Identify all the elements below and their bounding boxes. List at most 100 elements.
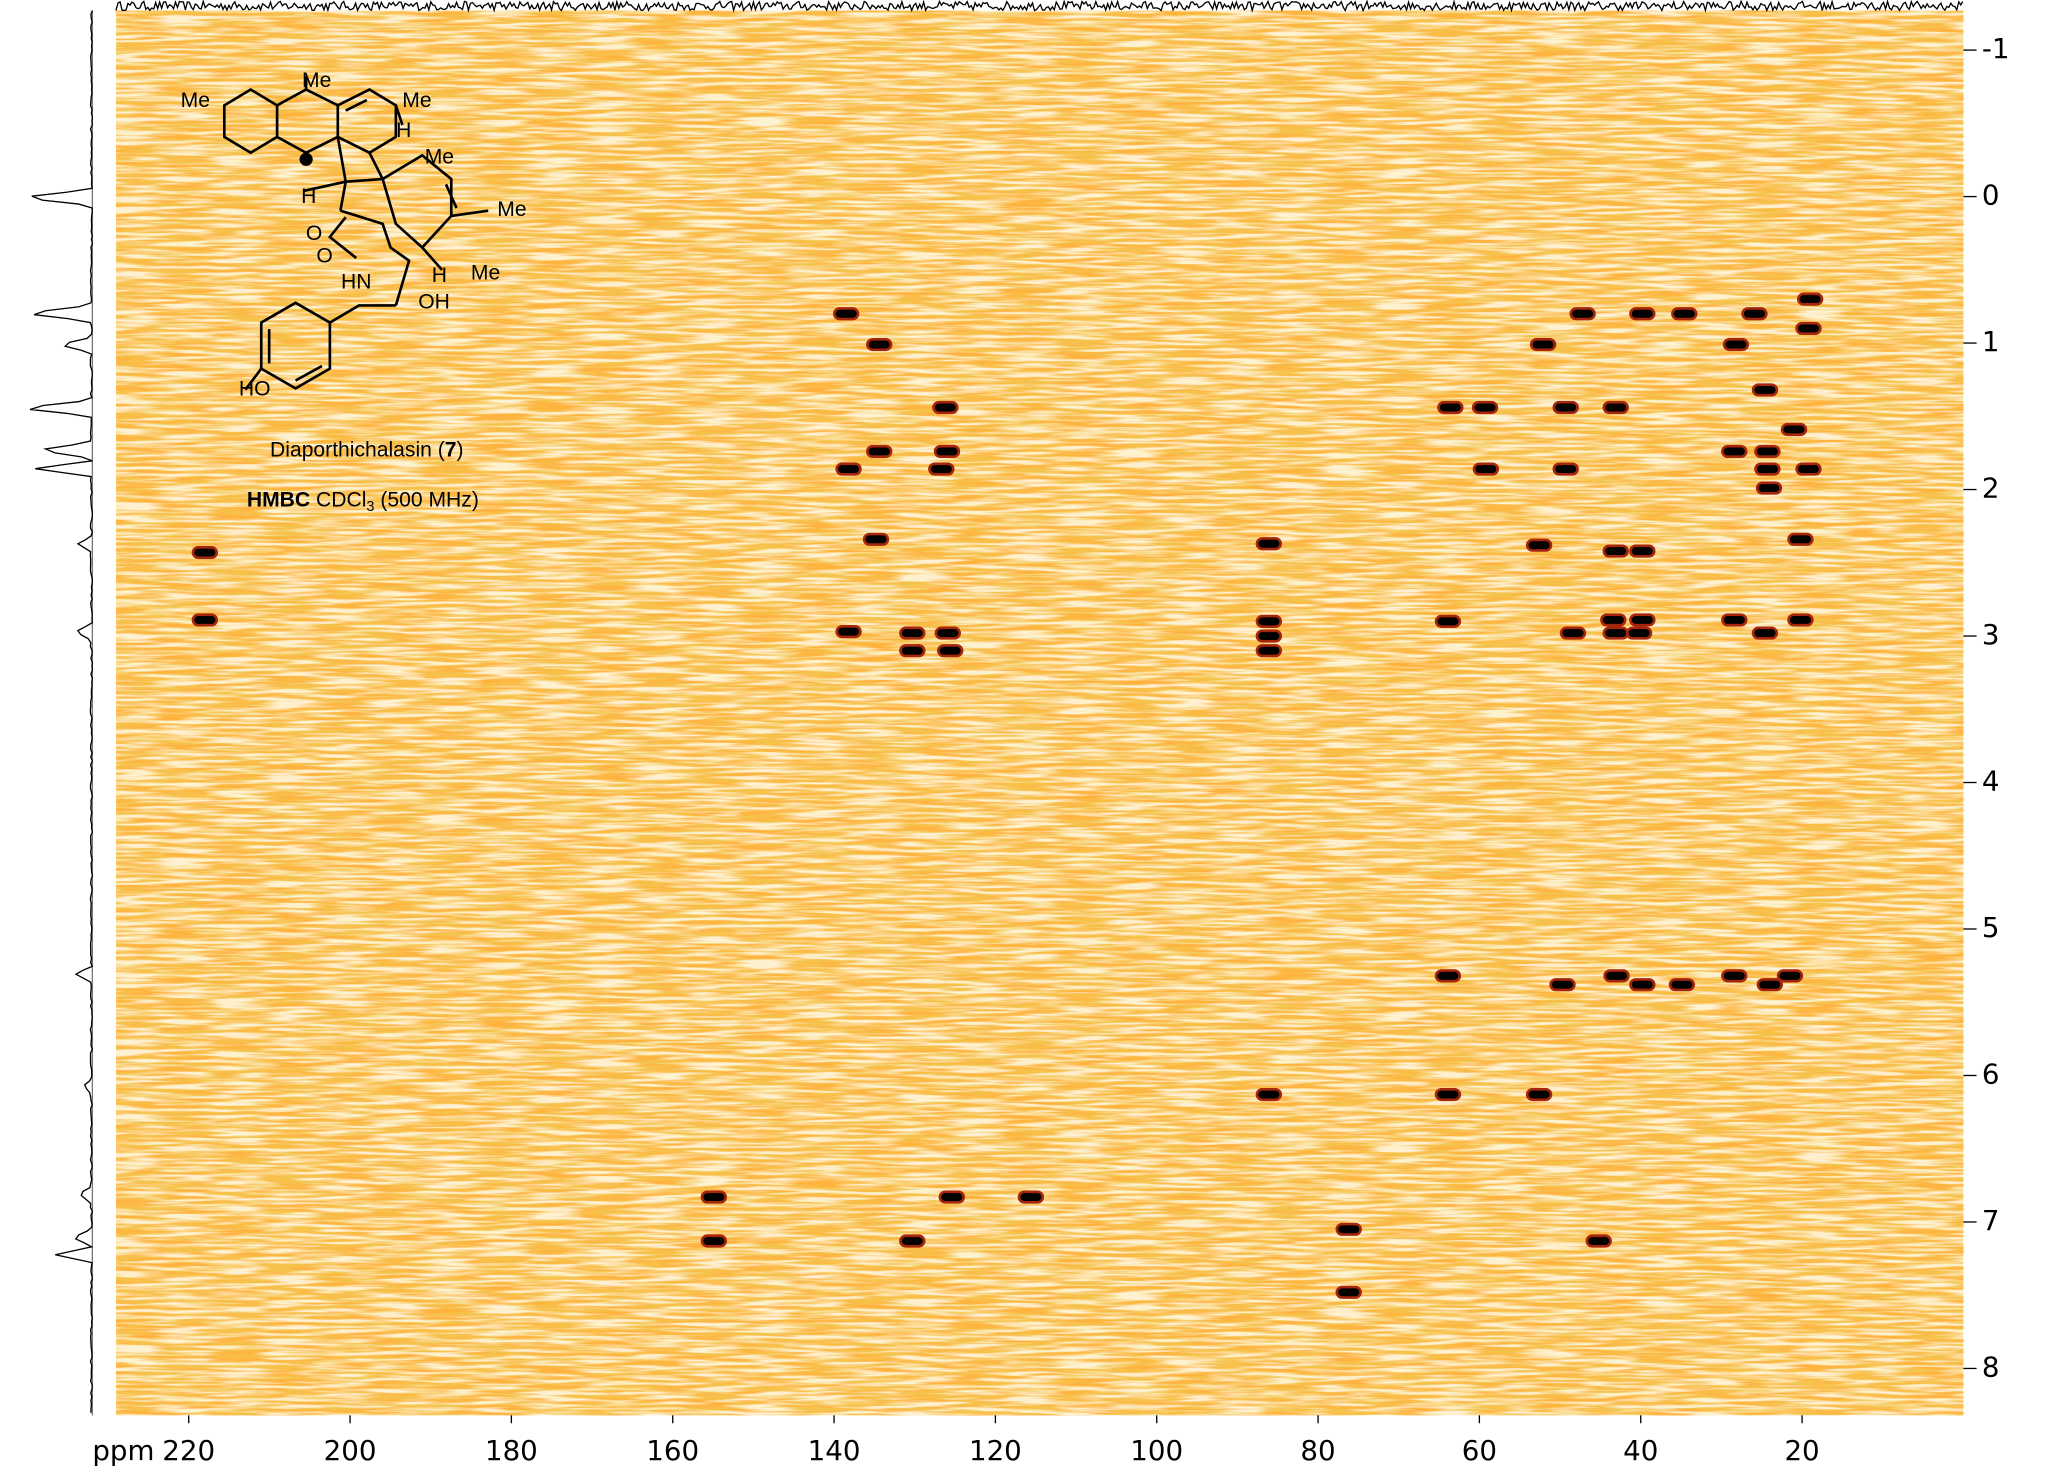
caption-text: Diaporthichalasin ( [270, 438, 445, 461]
x-tick-label: 200 [324, 1434, 377, 1467]
atom-label: Me [181, 89, 210, 112]
x-tick-label: 60 [1462, 1434, 1497, 1467]
cross-peak [1337, 1224, 1361, 1235]
caption: Diaporthichalasin (7) [270, 438, 464, 461]
cross-peak [867, 446, 891, 457]
frequency: (500 MHz) [375, 488, 479, 511]
cross-peak [1257, 645, 1281, 656]
cross-peak [1630, 615, 1654, 626]
cross-peak [1551, 979, 1575, 990]
atom-label: Me [425, 146, 454, 169]
y-tick-label: 3 [1982, 618, 2000, 651]
cross-peak [936, 628, 960, 639]
cross-peak [1438, 402, 1462, 413]
cross-peak [1782, 424, 1806, 435]
y-tick-label: 5 [1982, 911, 2000, 944]
cross-peak [193, 615, 217, 626]
cross-peak [1722, 971, 1746, 982]
x-tick-label: 160 [646, 1434, 699, 1467]
cross-peak [1527, 540, 1551, 551]
atom-label: H [396, 119, 411, 142]
cross-peak [1756, 464, 1780, 475]
x-axis-label: ppm [92, 1434, 154, 1467]
atom-label: H [301, 185, 316, 208]
cross-peak [1561, 628, 1585, 639]
y-tick-label: 4 [1982, 765, 2000, 798]
cross-peak [1670, 979, 1694, 990]
cross-peak [1630, 546, 1654, 557]
cross-peak [1757, 483, 1781, 494]
cross-peak [1756, 446, 1780, 457]
y-tick-label: -1 [1982, 32, 2010, 65]
cross-peak [1337, 1287, 1361, 1298]
x-tick-label: 80 [1300, 1434, 1335, 1467]
plot-background [116, 11, 1963, 1416]
cross-peak [1436, 971, 1460, 982]
cross-peak [1601, 615, 1625, 626]
cross-peak [1604, 402, 1628, 413]
cross-peak [1257, 538, 1281, 549]
cross-peak [1604, 546, 1628, 557]
cross-peak [1724, 339, 1748, 350]
cross-peak [1789, 534, 1813, 545]
atom-label: HO [239, 377, 271, 400]
cross-peak [1672, 308, 1696, 319]
atom-label: Me [497, 198, 526, 221]
cross-peak [1473, 402, 1497, 413]
atom-label: Me [402, 89, 431, 112]
cross-peak [938, 645, 962, 656]
cross-peak [1019, 1192, 1043, 1203]
cross-peak [900, 1236, 924, 1247]
cross-peak [1605, 971, 1629, 982]
compound-number: 7 [445, 438, 457, 461]
cross-peak [900, 628, 924, 639]
subscript: 3 [366, 499, 374, 515]
cross-peak [1604, 628, 1628, 639]
cross-peak [929, 464, 953, 475]
cross-peak [702, 1192, 726, 1203]
proton-projection [30, 11, 92, 1413]
cross-peak [1797, 323, 1821, 334]
y-tick-label: 6 [1982, 1058, 2000, 1091]
cross-peak [1554, 464, 1578, 475]
x-tick-label: 180 [485, 1434, 538, 1467]
cross-peak [1554, 402, 1578, 413]
cross-peak [837, 464, 861, 475]
cross-peak [834, 308, 858, 319]
cross-peak [1797, 464, 1821, 475]
y-tick-label: 8 [1982, 1350, 2000, 1383]
x-tick-label: 120 [969, 1434, 1022, 1467]
solvent: CDCl [310, 488, 366, 511]
cross-peak [1789, 615, 1813, 626]
caption-text: ) [457, 438, 464, 461]
cross-peak [1798, 294, 1822, 305]
cross-peak [1753, 628, 1777, 639]
atom-label: Me [471, 261, 500, 284]
atom-label: HN [341, 271, 371, 294]
cross-peak [1627, 628, 1651, 639]
cross-peak [1587, 1236, 1611, 1247]
cross-peak [1743, 308, 1767, 319]
x-tick-label: 40 [1623, 1434, 1658, 1467]
cross-peak [1436, 616, 1460, 627]
chart: -101234567822020018016014012010080604020… [0, 0, 2065, 1468]
cross-peak [1753, 385, 1777, 396]
cross-peak [1630, 308, 1654, 319]
y-tick-label: 7 [1982, 1204, 2000, 1237]
cross-peak [864, 534, 888, 545]
x-tick-label: 220 [162, 1434, 215, 1467]
cross-peak [934, 402, 958, 413]
cross-peak [1571, 308, 1595, 319]
cross-peak [1474, 464, 1498, 475]
x-tick-label: 20 [1784, 1434, 1819, 1467]
cross-peak [1436, 1089, 1460, 1100]
atom-label: Me [302, 69, 331, 92]
atom-label: O [316, 244, 332, 267]
cross-peak [702, 1236, 726, 1247]
cross-peak [900, 645, 924, 656]
carbon-projection [116, 1, 1963, 10]
cross-peak [1758, 979, 1782, 990]
experiment-caption: HMBC CDCl3 (500 MHz) [247, 488, 479, 515]
cross-peak [940, 1192, 964, 1203]
cross-peak [1531, 339, 1555, 350]
